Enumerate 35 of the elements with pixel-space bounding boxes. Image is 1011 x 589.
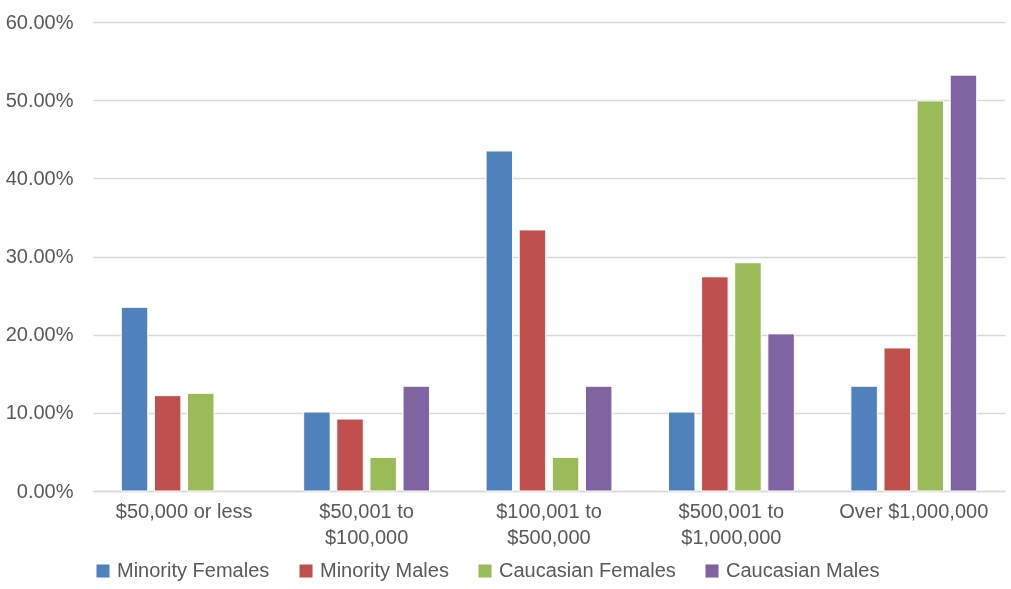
x-tick-label: Over $1,000,000: [839, 499, 989, 522]
bar: [734, 262, 762, 492]
legend-label: Minority Females: [117, 559, 270, 581]
bar: [850, 385, 878, 492]
bar: [336, 418, 364, 492]
bar: [883, 347, 911, 492]
y-tick-label: 40.00%: [5, 166, 74, 189]
bar: [120, 306, 149, 492]
legend-label: Caucasian Females: [499, 559, 676, 581]
y-tick-label: 0.00%: [16, 479, 74, 502]
x-tick-label: $500,001 to $1,000,000: [678, 499, 785, 548]
bar: [584, 385, 613, 492]
bar: [303, 411, 331, 492]
bar: [369, 456, 397, 492]
y-tick-label: 50.00%: [5, 88, 74, 111]
bar: [153, 395, 182, 492]
bar: [916, 100, 945, 492]
bar: [187, 392, 215, 492]
y-tick-label: 30.00%: [5, 245, 74, 267]
y-tick-label: 10.00%: [5, 401, 74, 424]
x-tick-label: $50,000 or less: [115, 499, 253, 522]
x-tick-label: $100,001 to $500,000: [496, 499, 602, 548]
legend-label: Minority Males: [320, 559, 449, 581]
x-tick-label: $50,001 to $100,000: [319, 499, 414, 548]
bar: [767, 333, 795, 492]
bar: [485, 150, 514, 492]
legend-label: Caucasian Males: [726, 559, 880, 581]
y-tick-label: 20.00%: [5, 323, 74, 346]
bar: [518, 229, 547, 492]
y-tick-label: 60.00%: [5, 10, 74, 33]
bar: [701, 276, 729, 492]
bar: [949, 74, 978, 492]
bar: [402, 385, 431, 492]
bar: [551, 456, 580, 492]
bar: [667, 411, 696, 492]
